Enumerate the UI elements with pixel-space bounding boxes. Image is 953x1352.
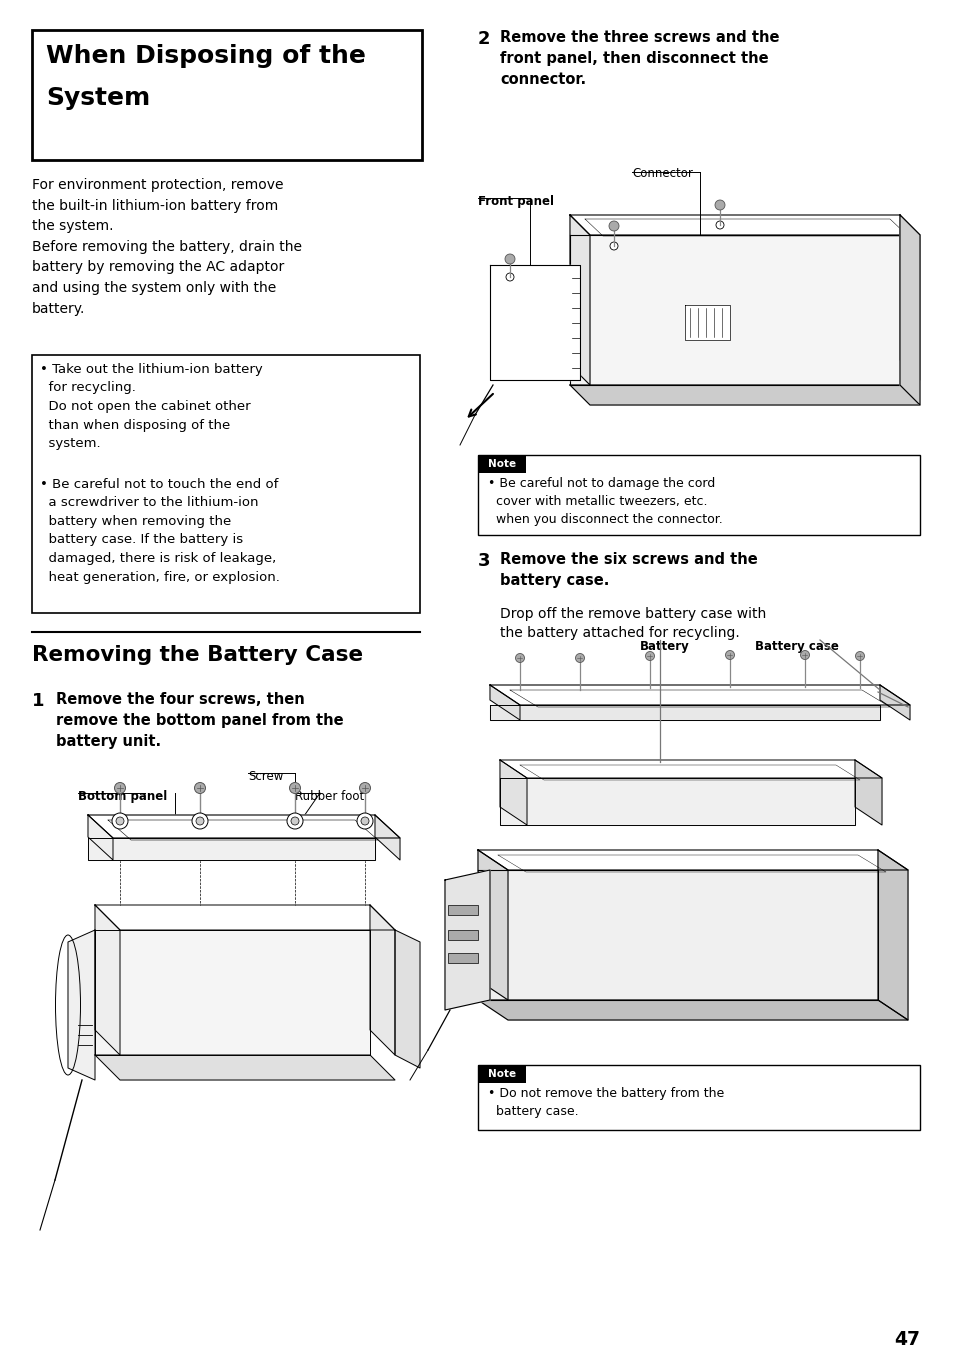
Text: Remove the four screws, then
remove the bottom panel from the
battery unit.: Remove the four screws, then remove the … xyxy=(56,692,343,749)
Polygon shape xyxy=(490,265,579,380)
Circle shape xyxy=(575,653,584,662)
Polygon shape xyxy=(899,215,919,380)
Text: • Be careful not to damage the cord
  cover with metallic tweezers, etc.
  when : • Be careful not to damage the cord cove… xyxy=(488,477,722,526)
Text: Note: Note xyxy=(487,458,516,469)
Bar xyxy=(477,1065,919,1130)
Polygon shape xyxy=(477,1000,907,1019)
Polygon shape xyxy=(95,1055,395,1080)
Text: Battery: Battery xyxy=(639,639,689,653)
Polygon shape xyxy=(569,385,919,406)
Text: • Do not remove the battery from the
  battery case.: • Do not remove the battery from the bat… xyxy=(488,1087,723,1118)
Text: Drop off the remove battery case with
the battery attached for recycling.: Drop off the remove battery case with th… xyxy=(499,607,765,641)
Polygon shape xyxy=(370,904,395,1055)
Circle shape xyxy=(114,783,126,794)
Polygon shape xyxy=(854,760,882,825)
Text: Connector: Connector xyxy=(631,168,692,180)
Circle shape xyxy=(855,652,863,661)
Text: 47: 47 xyxy=(893,1330,919,1349)
Circle shape xyxy=(505,273,514,281)
Polygon shape xyxy=(477,850,907,869)
Circle shape xyxy=(356,813,373,829)
Text: Screw: Screw xyxy=(248,771,283,783)
Circle shape xyxy=(800,650,809,660)
Bar xyxy=(477,456,525,473)
Text: Battery case: Battery case xyxy=(754,639,838,653)
Text: Remove the three screws and the
front panel, then disconnect the
connector.: Remove the three screws and the front pa… xyxy=(499,30,779,87)
Polygon shape xyxy=(95,904,120,1055)
Bar xyxy=(448,930,477,940)
Text: Removing the Battery Case: Removing the Battery Case xyxy=(32,645,363,665)
Polygon shape xyxy=(499,760,882,777)
Polygon shape xyxy=(95,904,395,930)
Circle shape xyxy=(287,813,303,829)
Polygon shape xyxy=(477,850,507,1000)
Bar xyxy=(448,953,477,963)
Circle shape xyxy=(116,817,124,825)
Polygon shape xyxy=(88,815,112,860)
Text: Rubber foot: Rubber foot xyxy=(294,790,364,803)
Text: Bottom panel: Bottom panel xyxy=(78,790,167,803)
Polygon shape xyxy=(88,838,375,860)
Polygon shape xyxy=(395,930,419,1068)
Circle shape xyxy=(194,783,205,794)
Polygon shape xyxy=(569,235,899,385)
Circle shape xyxy=(360,817,369,825)
Polygon shape xyxy=(569,215,589,385)
Bar xyxy=(448,904,477,915)
Polygon shape xyxy=(375,815,399,860)
Circle shape xyxy=(112,813,128,829)
Polygon shape xyxy=(879,685,909,721)
Circle shape xyxy=(289,783,300,794)
Polygon shape xyxy=(490,685,519,721)
Circle shape xyxy=(716,220,723,228)
Text: • Take out the lithium-ion battery
  for recycling.
  Do not open the cabinet ot: • Take out the lithium-ion battery for r… xyxy=(40,362,262,450)
Circle shape xyxy=(359,783,370,794)
Circle shape xyxy=(645,652,654,661)
Circle shape xyxy=(724,650,734,660)
Bar xyxy=(477,456,919,535)
Bar xyxy=(477,1065,525,1083)
Text: When Disposing of the: When Disposing of the xyxy=(46,45,366,68)
Circle shape xyxy=(714,200,724,210)
Text: Remove the six screws and the
battery case.: Remove the six screws and the battery ca… xyxy=(499,552,757,588)
Polygon shape xyxy=(899,215,919,406)
Text: • Be careful not to touch the end of
  a screwdriver to the lithium-ion
  batter: • Be careful not to touch the end of a s… xyxy=(40,479,279,584)
Polygon shape xyxy=(569,215,919,235)
Polygon shape xyxy=(499,760,526,825)
Text: Front panel: Front panel xyxy=(477,195,554,208)
Circle shape xyxy=(608,220,618,231)
Polygon shape xyxy=(68,930,95,1080)
Circle shape xyxy=(504,254,515,264)
Circle shape xyxy=(291,817,298,825)
Polygon shape xyxy=(95,930,370,1055)
Polygon shape xyxy=(444,869,490,1010)
Bar xyxy=(32,30,421,160)
Text: 2: 2 xyxy=(477,30,490,49)
Text: Note: Note xyxy=(487,1069,516,1079)
Polygon shape xyxy=(499,777,854,825)
Polygon shape xyxy=(88,815,399,838)
Text: For environment protection, remove
the built-in lithium-ion battery from
the sys: For environment protection, remove the b… xyxy=(32,178,302,315)
Polygon shape xyxy=(684,306,729,339)
Text: 1: 1 xyxy=(32,692,45,710)
Circle shape xyxy=(515,653,524,662)
Text: 3: 3 xyxy=(477,552,490,571)
Polygon shape xyxy=(877,850,907,1019)
Circle shape xyxy=(192,813,208,829)
Text: System: System xyxy=(46,87,150,110)
Polygon shape xyxy=(490,704,879,721)
Circle shape xyxy=(195,817,204,825)
Bar xyxy=(32,356,419,612)
Circle shape xyxy=(609,242,618,250)
Polygon shape xyxy=(490,685,909,704)
Polygon shape xyxy=(477,869,877,1000)
